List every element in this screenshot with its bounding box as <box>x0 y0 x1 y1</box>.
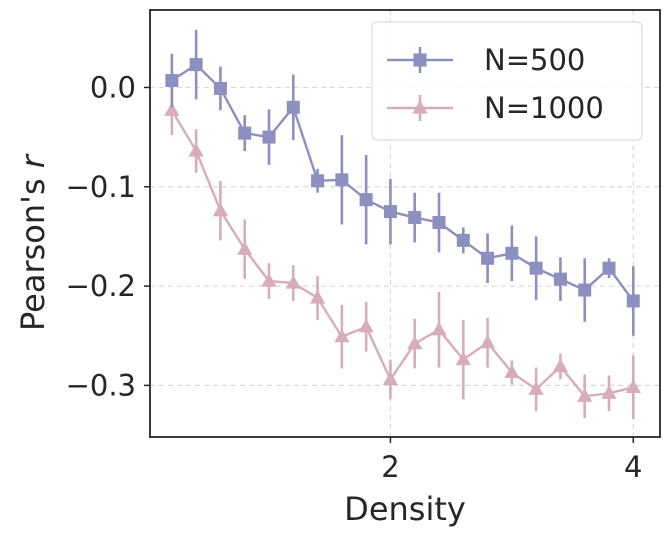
series-n1000 <box>164 85 641 420</box>
legend-label-n500: N=500 <box>484 43 585 77</box>
y-axis-label-variable: r <box>14 153 52 168</box>
legend-marker-n1000 <box>412 100 428 114</box>
data-point-n1000 <box>382 371 399 386</box>
y-tick-label: −0.1 <box>66 170 136 204</box>
y-tick-label: 0.0 <box>90 70 136 104</box>
y-tick-label: −0.2 <box>66 269 136 303</box>
data-point-n1000 <box>407 335 423 350</box>
data-point-n500 <box>262 130 276 144</box>
data-point-n500 <box>602 261 616 275</box>
y-tick-label: −0.3 <box>66 368 136 402</box>
data-point-n1000 <box>528 381 544 395</box>
data-point-n500 <box>408 211 422 225</box>
y-axis-label-prefix: Pearson's <box>14 168 52 331</box>
y-axis-label: Pearson's r <box>14 153 52 331</box>
data-point-n1000 <box>625 379 641 393</box>
data-point-n1000 <box>309 289 326 304</box>
data-point-n1000 <box>237 241 253 255</box>
legend-label-n1000: N=1000 <box>484 91 604 125</box>
data-point-n500 <box>432 216 446 230</box>
data-point-n1000 <box>188 143 204 157</box>
data-point-n1000 <box>455 351 471 366</box>
data-point-n500 <box>165 74 179 88</box>
data-point-n500 <box>505 246 519 260</box>
ticks: 2 4 0.0 −0.1 −0.2 −0.3 <box>66 70 643 484</box>
data-point-n1000 <box>601 385 617 399</box>
data-point-n500 <box>311 174 325 188</box>
data-point-n500 <box>529 261 543 275</box>
data-point-n1000 <box>261 273 277 287</box>
data-point-n500 <box>335 173 349 187</box>
data-point-n500 <box>578 283 592 297</box>
legend-entries <box>387 47 453 121</box>
data-point-n500 <box>189 58 203 72</box>
data-point-n1000 <box>504 364 520 379</box>
data-point-n1000 <box>431 321 447 336</box>
data-point-n500 <box>213 81 227 95</box>
data-point-n1000 <box>334 328 350 343</box>
data-point-n500 <box>238 126 252 140</box>
legend-marker-n500 <box>413 53 427 67</box>
data-point-n500 <box>383 205 397 219</box>
data-point-n1000 <box>577 388 593 402</box>
data-point-n1000 <box>479 334 496 349</box>
legend: N=500 N=1000 <box>371 21 643 141</box>
data-point-n1000 <box>552 358 569 373</box>
x-tick-label: 2 <box>381 450 399 484</box>
series-layer <box>164 29 641 420</box>
x-tick-label: 4 <box>624 450 642 484</box>
data-point-n500 <box>286 100 300 114</box>
series-n500 <box>165 29 640 336</box>
data-point-n500 <box>456 233 470 247</box>
x-axis-label: Density <box>344 490 466 528</box>
data-point-n500 <box>553 272 567 286</box>
data-point-n1000 <box>285 275 301 289</box>
data-point-n500 <box>626 294 640 308</box>
data-point-n500 <box>481 251 495 265</box>
data-point-n1000 <box>164 102 180 116</box>
legend-box <box>371 21 643 141</box>
data-point-n1000 <box>358 318 374 333</box>
plot-frame <box>149 9 661 438</box>
data-point-n1000 <box>212 202 229 217</box>
data-point-n500 <box>359 193 373 207</box>
